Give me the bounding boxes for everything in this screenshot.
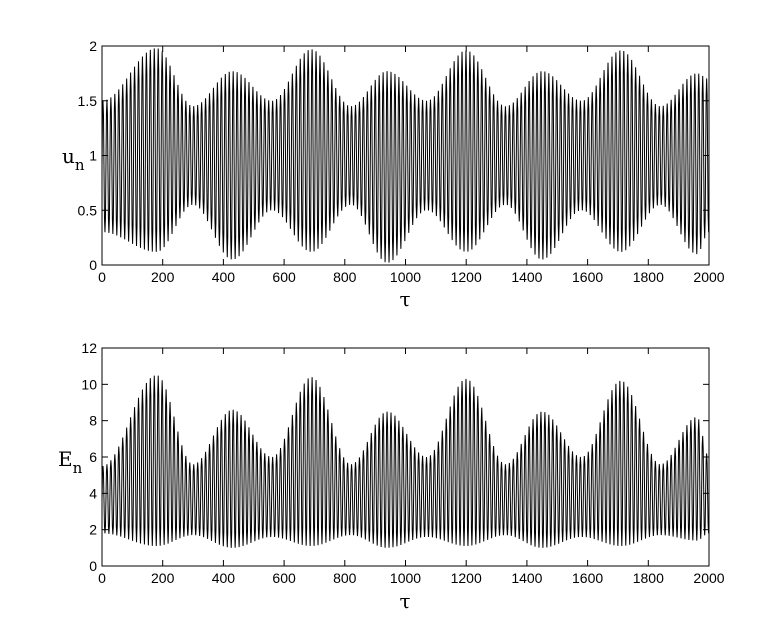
x-tick-label: 600 bbox=[272, 269, 296, 285]
x-tick-label: 0 bbox=[98, 269, 106, 285]
x-axis-label-u: τ bbox=[399, 287, 410, 311]
x-tick-label: 1000 bbox=[390, 570, 421, 586]
x-tick-label: 1400 bbox=[511, 570, 542, 586]
y-ticks-u: 0 0.5 1 1.5 2 bbox=[78, 38, 709, 273]
y-tick-label: 1 bbox=[89, 148, 97, 164]
x-tick-label: 2000 bbox=[693, 269, 724, 285]
y-axis-label-u-sub: n bbox=[75, 156, 85, 174]
series-e-line bbox=[101, 375, 710, 548]
x-ticks-e: 0 200 400 600 800 1000 1200 1400 1600 1800 2000 bbox=[98, 348, 725, 586]
x-tick-label: 800 bbox=[333, 570, 357, 586]
y-axis-label-e: En bbox=[58, 447, 83, 477]
x-tick-label: 400 bbox=[212, 570, 236, 586]
y-axis-label-u-main: u bbox=[62, 144, 75, 168]
y-axis-label-u: un bbox=[62, 144, 85, 174]
y-tick-label: 1.5 bbox=[78, 93, 98, 109]
x-axis-label-e: τ bbox=[399, 589, 410, 613]
y-tick-label: 12 bbox=[81, 340, 97, 356]
x-tick-label: 1000 bbox=[390, 269, 421, 285]
y-tick-label: 6 bbox=[89, 449, 97, 465]
y-tick-label: 4 bbox=[89, 485, 97, 501]
y-axis-label-e-main: E bbox=[58, 447, 73, 471]
y-tick-label: 10 bbox=[81, 376, 97, 392]
y-tick-label: 0 bbox=[89, 257, 97, 273]
series-u-line bbox=[101, 48, 710, 263]
x-tick-label: 2000 bbox=[693, 570, 724, 586]
x-tick-label: 0 bbox=[98, 570, 106, 586]
x-tick-label: 1800 bbox=[633, 269, 664, 285]
x-tick-label: 1600 bbox=[572, 269, 603, 285]
x-tick-label: 1200 bbox=[451, 269, 482, 285]
x-tick-label: 1600 bbox=[572, 570, 603, 586]
x-tick-label: 1200 bbox=[451, 570, 482, 586]
y-tick-label: 8 bbox=[89, 413, 97, 429]
y-tick-label: 2 bbox=[89, 522, 97, 538]
y-axis-label-e-sub: n bbox=[73, 459, 83, 477]
x-tick-label: 800 bbox=[333, 269, 357, 285]
x-tick-label: 1800 bbox=[633, 570, 664, 586]
y-tick-label: 0 bbox=[89, 558, 97, 574]
panel-u: 0 200 400 600 800 1000 1200 1400 1600 1800 2000 00… bbox=[62, 38, 725, 311]
x-ticks-u: 0 200 400 600 800 1000 1200 1400 1600 1800 2000 bbox=[98, 46, 725, 285]
y-ticks-e: 0 2 4 6 8 10 12 bbox=[81, 340, 709, 574]
x-tick-label: 200 bbox=[151, 570, 175, 586]
x-tick-label: 600 bbox=[272, 570, 296, 586]
y-tick-label: 0.5 bbox=[78, 202, 98, 218]
x-tick-label: 400 bbox=[212, 269, 236, 285]
x-tick-label: 200 bbox=[151, 269, 175, 285]
y-tick-label: 2 bbox=[89, 38, 97, 54]
x-tick-label: 1400 bbox=[511, 269, 542, 285]
panel-e: 0 200 400 600 800 1000 1200 1400 1600 1800 2000 0 2… bbox=[58, 340, 725, 613]
